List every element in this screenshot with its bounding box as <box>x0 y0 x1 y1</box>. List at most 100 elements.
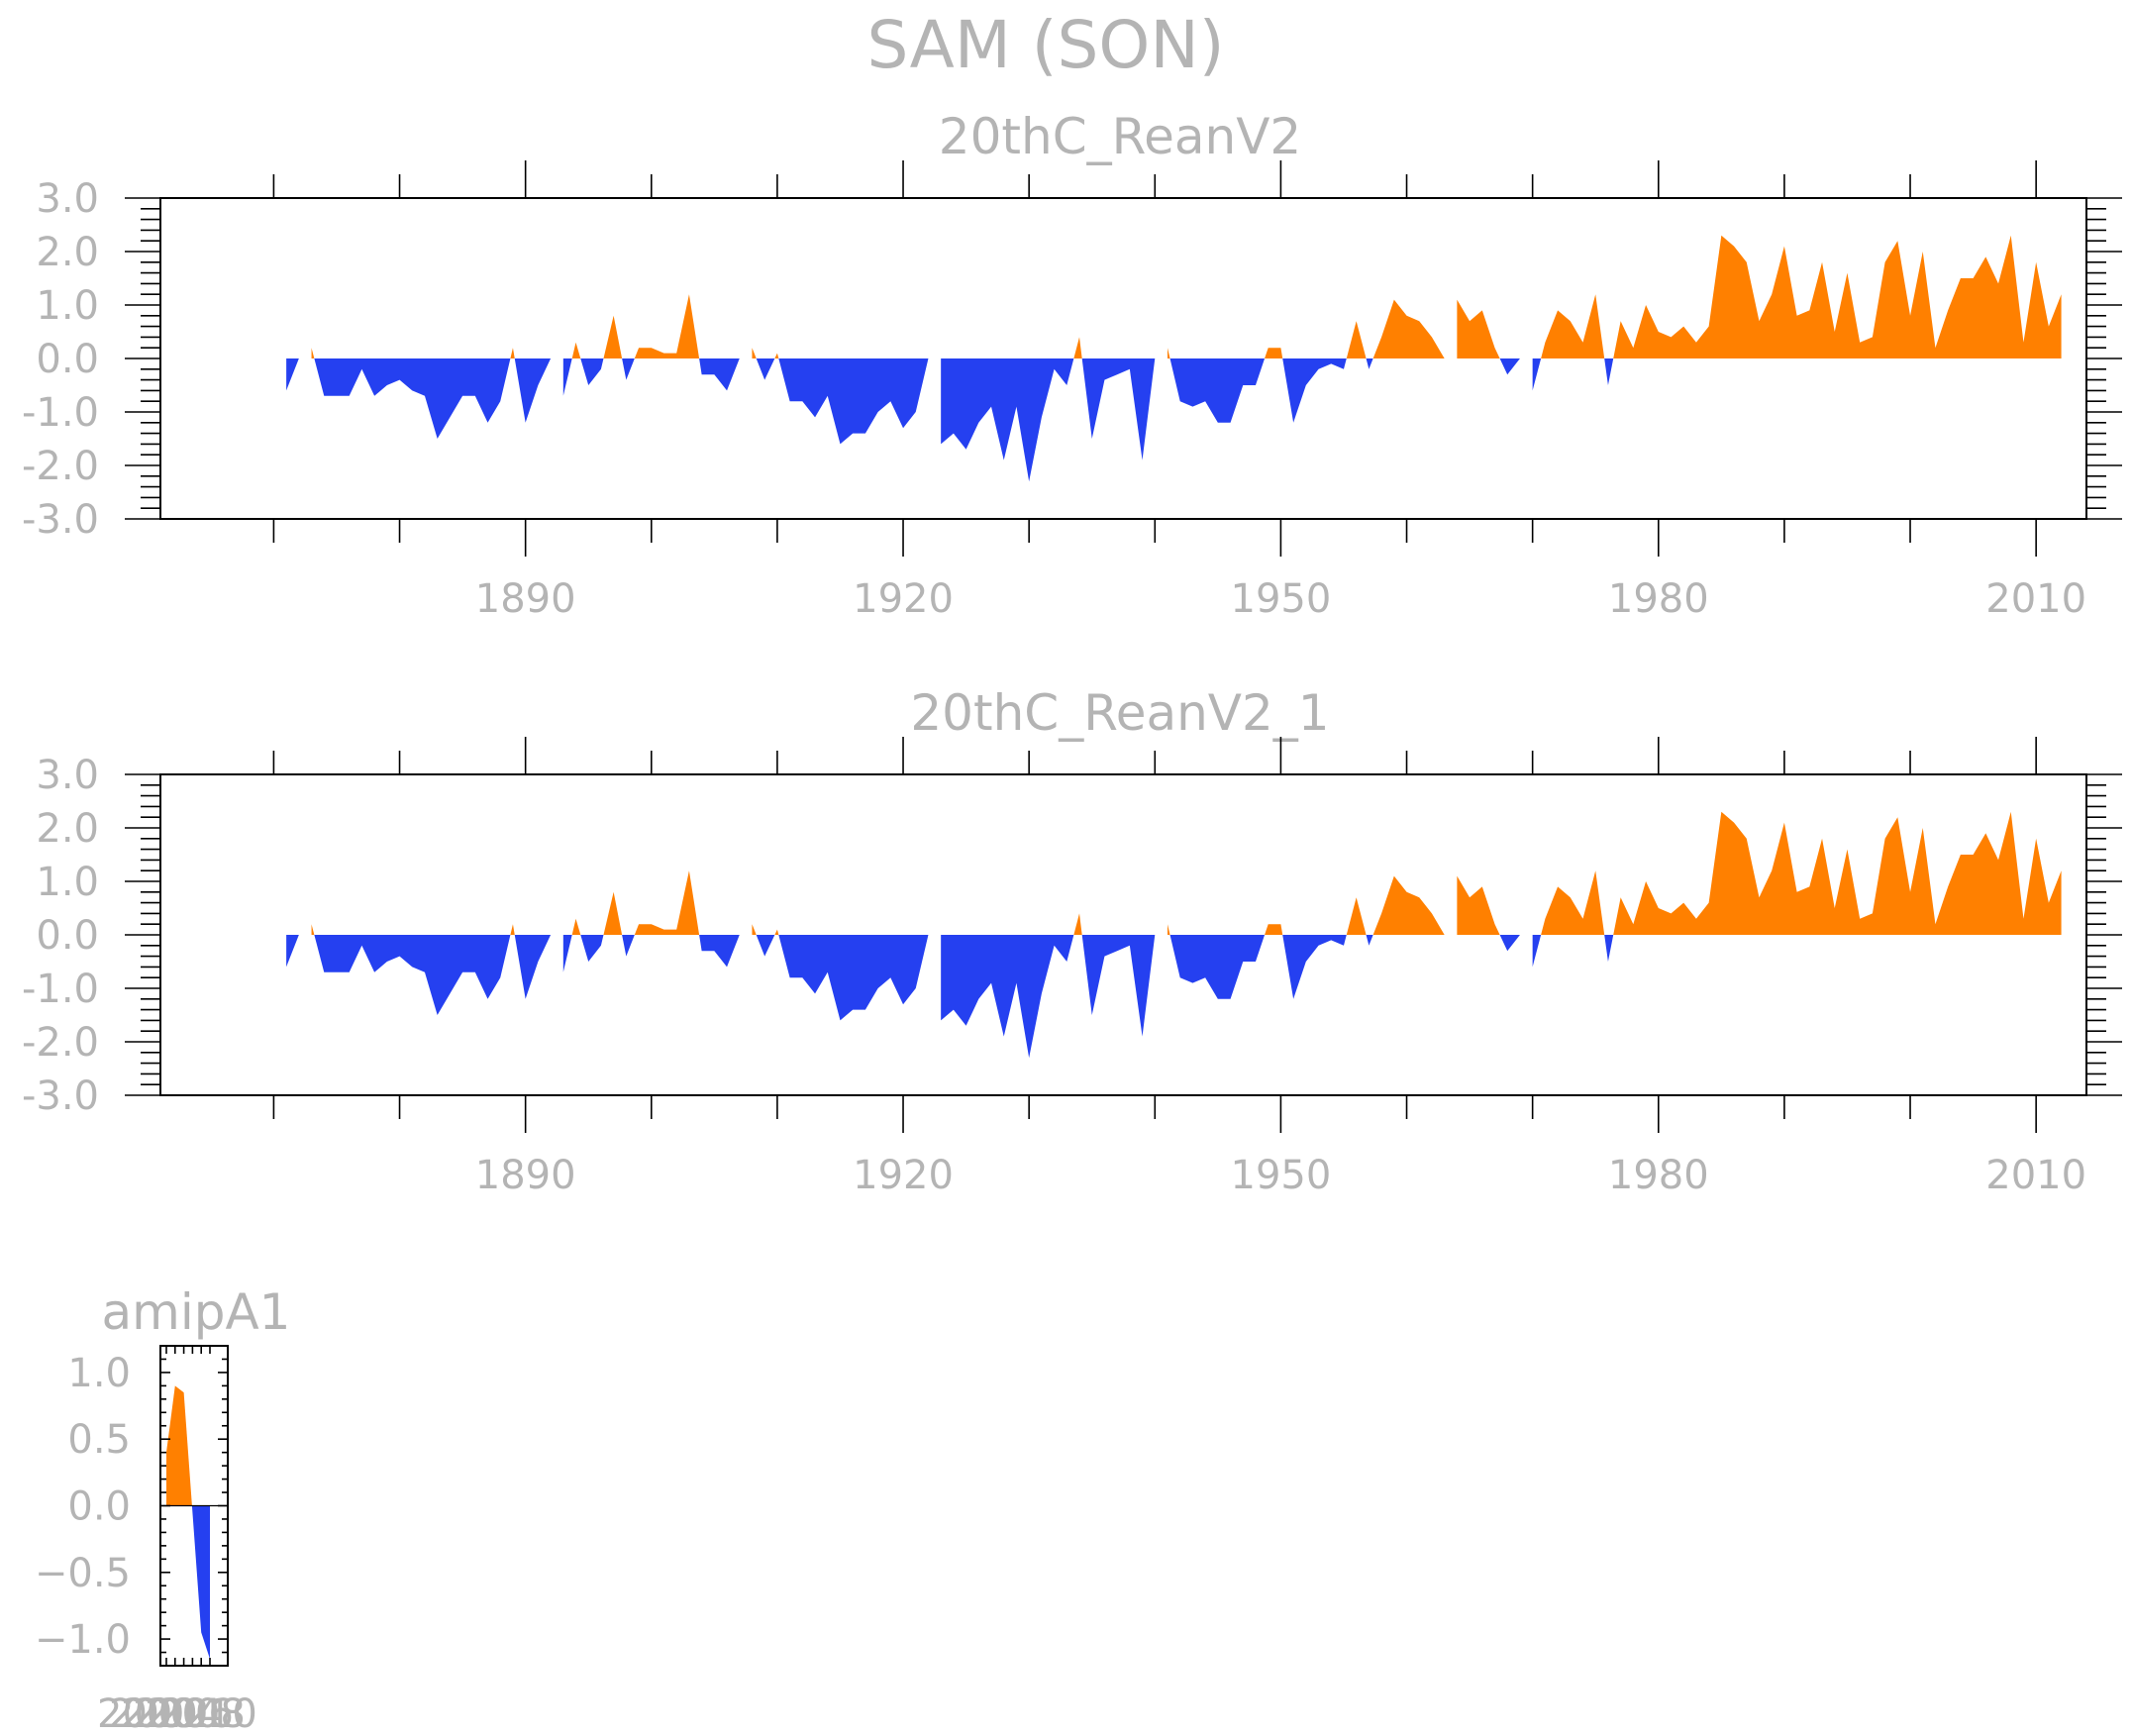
y-tick-label: -2.0 <box>22 444 99 489</box>
panel-title: 20thC_ReanV2_1 <box>910 684 1329 742</box>
x-tick-label: 2004 <box>121 1691 222 1736</box>
negative-anomaly-area <box>580 358 604 385</box>
negative-anomaly-area <box>756 935 775 957</box>
positive-anomaly-area <box>510 924 515 935</box>
positive-anomaly-area <box>1613 235 2062 358</box>
negative-anomaly-area <box>622 358 635 380</box>
x-tick-label: 2010 <box>156 1691 257 1736</box>
negative-anomaly-area <box>286 358 299 391</box>
x-tick-label: 1980 <box>1608 1153 1709 1198</box>
negative-anomaly-area <box>191 1505 210 1660</box>
y-tick-label: 2.0 <box>36 806 99 852</box>
positive-anomaly-area <box>774 929 779 935</box>
y-tick-label: −0.5 <box>35 1551 131 1596</box>
negative-anomaly-area <box>699 358 740 391</box>
positive-anomaly-area <box>603 891 623 935</box>
positive-anomaly-area <box>1167 924 1170 935</box>
negative-anomaly-area <box>1169 358 1266 423</box>
x-tick-label: 1920 <box>853 576 954 622</box>
negative-anomaly-area <box>756 358 775 380</box>
positive-anomaly-area <box>1372 875 1445 935</box>
negative-anomaly-area <box>778 935 929 1021</box>
y-tick-label: 0.0 <box>36 913 99 959</box>
negative-anomaly-area <box>699 935 740 968</box>
y-tick-label: -1.0 <box>22 967 99 1012</box>
x-tick-label: 2006 <box>133 1691 234 1736</box>
y-tick-label: −1.0 <box>35 1617 131 1663</box>
y-tick-label: -3.0 <box>22 497 99 543</box>
negative-anomaly-area <box>514 935 552 999</box>
negative-anomaly-area <box>622 935 635 957</box>
x-tick-label: 2002 <box>109 1691 210 1736</box>
positive-anomaly-area <box>571 342 581 358</box>
x-tick-label: 1950 <box>1231 1153 1332 1198</box>
y-tick-label: 1.0 <box>67 1351 131 1396</box>
positive-anomaly-area <box>1265 348 1283 358</box>
panel-title: amipA1 <box>102 1283 291 1341</box>
x-tick-label: 2010 <box>1985 576 2086 622</box>
panel-20thc-reanv2: 20thC_ReanV2 -3.0 -2.0 -1.0 0.0 1.0 2.0 3.0 189… <box>22 108 2122 622</box>
positive-anomaly-area <box>752 348 757 358</box>
negative-anomaly-area <box>562 358 572 396</box>
x-tick-label: 2010 <box>1985 1153 2086 1198</box>
y-tick-label: 0.0 <box>36 337 99 382</box>
negative-anomaly-area <box>1604 358 1614 385</box>
positive-anomaly-area <box>774 353 779 358</box>
x-tick-label: 1980 <box>1608 576 1709 622</box>
y-tick-label: 1.0 <box>36 860 99 905</box>
negative-anomaly-area <box>1532 358 1542 391</box>
data-area <box>286 235 2062 482</box>
negative-anomaly-area <box>314 935 511 1015</box>
positive-anomaly-area <box>1372 299 1445 358</box>
positive-anomaly-area <box>571 918 581 935</box>
negative-anomaly-area <box>1499 935 1520 952</box>
positive-anomaly-area <box>752 924 757 935</box>
y-tick-label: -1.0 <box>22 390 99 436</box>
y-tick-label: 2.0 <box>36 230 99 275</box>
negative-anomaly-area <box>1532 935 1542 968</box>
negative-anomaly-area <box>286 935 299 968</box>
negative-anomaly-area <box>1282 935 1347 999</box>
negative-anomaly-area <box>778 358 929 445</box>
positive-anomaly-area <box>1265 924 1283 935</box>
negative-anomaly-area <box>1366 935 1373 946</box>
x-tick-label: 1890 <box>475 576 576 622</box>
panel-title: 20thC_ReanV2 <box>939 108 1301 165</box>
positive-anomaly-area <box>1613 811 2062 935</box>
positive-anomaly-area <box>1457 875 1500 935</box>
positive-anomaly-area <box>1541 870 1605 935</box>
negative-anomaly-area <box>941 358 1074 482</box>
x-tick-label: 2000 <box>97 1691 198 1736</box>
y-tick-label: 1.0 <box>36 283 99 329</box>
x-tick-label: 1950 <box>1231 576 1332 622</box>
positive-anomaly-area <box>1073 337 1082 358</box>
positive-anomaly-area <box>1457 299 1500 358</box>
x-tick-label: 2008 <box>145 1691 246 1736</box>
positive-anomaly-area <box>603 315 623 358</box>
negative-anomaly-area <box>1282 358 1347 423</box>
panel-20thc-reanv2-1: 20thC_ReanV2_1 -3.0 -2.0 -1.0 0.0 1.0 2.0 3.0 1… <box>22 684 2122 1198</box>
data-area <box>166 1385 210 1660</box>
negative-anomaly-area <box>514 358 552 423</box>
figure-title: SAM (SON) <box>867 7 1225 83</box>
y-tick-label: -3.0 <box>22 1073 99 1119</box>
positive-anomaly-area <box>311 924 315 935</box>
positive-anomaly-area <box>1073 913 1082 935</box>
negative-anomaly-area <box>1366 358 1373 369</box>
positive-anomaly-area <box>1346 897 1367 935</box>
negative-anomaly-area <box>941 935 1074 1059</box>
positive-anomaly-area <box>634 870 700 935</box>
negative-anomaly-area <box>1499 358 1520 375</box>
negative-anomaly-area <box>314 358 511 439</box>
positive-anomaly-area <box>634 294 700 358</box>
positive-anomaly-area <box>311 348 315 358</box>
y-tick-label: 0.0 <box>67 1484 131 1530</box>
panel-amipa1: amipA1 −1.0 −0.5 0.0 0.5 1.0 2000200220042006… <box>35 1283 291 1736</box>
positive-anomaly-area <box>1541 294 1605 358</box>
y-tick-label: 3.0 <box>36 753 99 798</box>
positive-anomaly-area <box>1346 321 1367 358</box>
negative-anomaly-area <box>562 935 572 972</box>
negative-anomaly-area <box>1604 935 1614 962</box>
y-tick-label: 0.5 <box>67 1417 131 1463</box>
